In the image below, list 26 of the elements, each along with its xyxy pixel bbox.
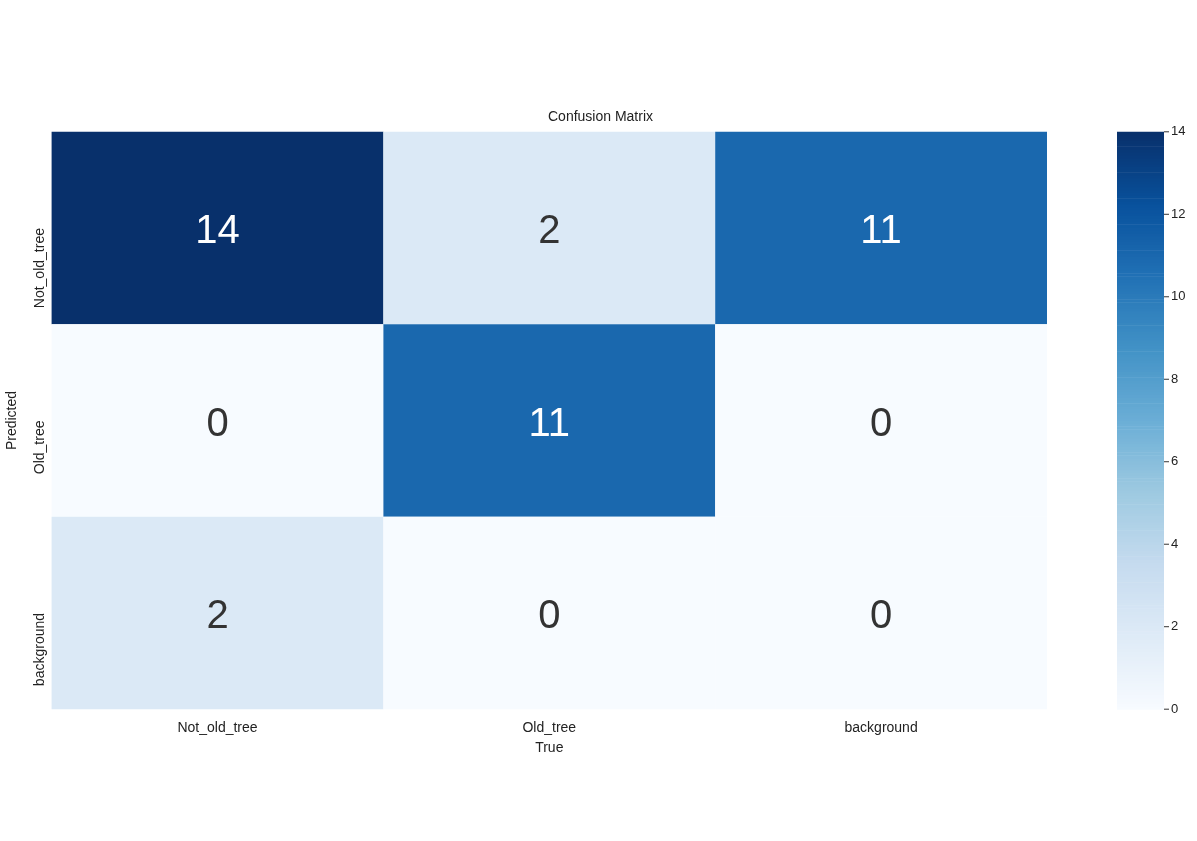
- data-label: 0: [538, 592, 561, 636]
- data-label: 2: [538, 207, 561, 252]
- data-label: 14: [195, 207, 240, 252]
- color-bar-label: 12: [1171, 205, 1186, 221]
- y-tick-label: Old_tree: [31, 420, 48, 475]
- data-label: 2: [206, 592, 229, 636]
- data-label: 0: [869, 592, 893, 636]
- y-axis-title: Predicted: [3, 390, 20, 451]
- y-tick-label: Not_old_tree: [31, 227, 48, 309]
- chart-title: Confusion Matrix: [547, 108, 654, 125]
- data-label: 0: [206, 399, 229, 444]
- x-tick-label: Old_tree: [522, 719, 577, 736]
- color-bar-label: 8: [1171, 370, 1179, 386]
- data-label: 0: [869, 399, 893, 444]
- data-label: 11: [860, 207, 902, 252]
- color-bar-label: 4: [1171, 535, 1179, 551]
- color-bar-label: 10: [1171, 288, 1186, 304]
- color-bar-label: 2: [1171, 618, 1179, 634]
- x-axis-title: True: [535, 739, 564, 756]
- color-bar-label: 6: [1171, 453, 1179, 469]
- y-tick-label: background: [31, 612, 48, 687]
- x-tick-label: background: [844, 719, 918, 736]
- x-tick-label: Not_old_tree: [177, 719, 258, 736]
- color-bar-label: 14: [1171, 123, 1186, 139]
- color-bar-label: 0: [1171, 700, 1179, 716]
- data-label: 11: [528, 399, 571, 444]
